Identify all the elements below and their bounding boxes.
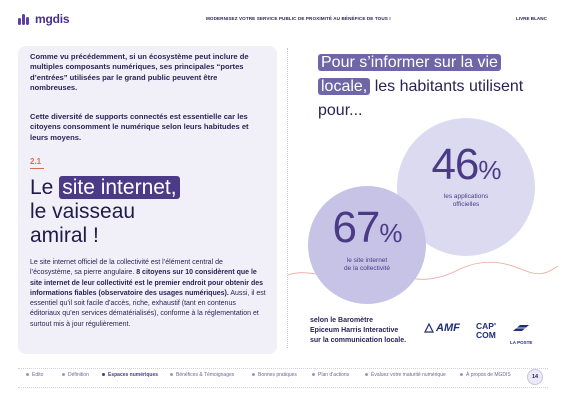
column-divider xyxy=(287,48,289,348)
heading-highlight: site internet, xyxy=(59,176,180,199)
right-heading-line-3: pour... xyxy=(318,102,363,119)
stat-46-number: 46 xyxy=(431,140,479,189)
stat-67-number: 67 xyxy=(332,203,380,252)
nav-item-label: Edito xyxy=(32,372,44,378)
stat-67-value: 67% xyxy=(308,203,426,253)
logo-bars-icon xyxy=(18,13,32,25)
nav-item-label: Évaluez votre maturité numérique xyxy=(371,372,446,378)
stat-46-label: les applications officielles xyxy=(397,193,535,209)
amf-logo-text: AMF xyxy=(436,322,460,334)
nav-item-definition[interactable]: Définition xyxy=(62,372,89,378)
stat-46-unit: % xyxy=(478,155,501,185)
right-heading-rest: les habitants utilisent xyxy=(370,78,524,95)
left-content-card xyxy=(18,46,277,354)
capcom-line-1: CAP' xyxy=(476,321,496,331)
nav-dot-icon xyxy=(170,373,173,377)
nav-dot-icon xyxy=(252,373,255,377)
nav-dot-icon xyxy=(102,373,105,377)
nav-item-espaces-numeriques[interactable]: Espaces numériques xyxy=(102,372,158,378)
bottom-navigation xyxy=(18,368,548,388)
nav-item-label: Bénéfices & Témoignages xyxy=(176,372,235,378)
source-line-3: sur la communication locale. xyxy=(310,337,407,344)
heading-line-2: le vaisseau xyxy=(30,200,136,223)
nav-dot-icon xyxy=(365,373,368,377)
nav-item-bonnes-pratiques[interactable]: Bonnes pratiques xyxy=(252,372,297,378)
intro-paragraph-1: Comme vu précédemment, si un écosystème … xyxy=(30,52,249,93)
nav-dot-icon xyxy=(26,373,29,377)
capcom-line-2: COM xyxy=(476,330,496,340)
stat-67-label-line-2: de la collectivité xyxy=(344,265,390,272)
laposte-logo: LA POSTE xyxy=(510,321,532,345)
right-heading-line-1: Pour s’informer sur la vie xyxy=(318,52,501,74)
body-part-2-bold: 8 citoyens sur 10 considèrent que le sit… xyxy=(30,269,264,297)
right-heading-highlight-2: locale, xyxy=(318,78,371,95)
stat-circle-67 xyxy=(308,186,426,304)
laposte-bird-icon xyxy=(513,325,530,331)
source-line-1: selon le Baromètre xyxy=(310,317,374,324)
document-type: LIVRE BLANC xyxy=(516,16,547,21)
nav-item-label: À propos de MGDIS xyxy=(466,372,511,378)
nav-item-label: Bonnes pratiques xyxy=(258,372,297,378)
stat-46-label-line-2: officielles xyxy=(452,201,480,208)
section-number: 2.1 xyxy=(30,157,42,166)
nav-item-maturite[interactable]: Évaluez votre maturité numérique xyxy=(365,372,446,378)
section-rule xyxy=(30,168,44,169)
stat-46-value: 46% xyxy=(397,140,535,190)
page-number: 14 xyxy=(527,369,543,385)
body-part-1: Le site internet officiel de la collecti… xyxy=(30,259,223,277)
document-title: MODERNISEZ VOTRE SERVICE PUBLIC DE PROXI… xyxy=(206,16,391,21)
laposte-logo-text: LA POSTE xyxy=(510,340,533,345)
source-line-2: Epiceum Harris Interactive xyxy=(310,327,399,334)
right-heading-highlight-1: Pour s’informer sur la vie xyxy=(318,54,501,71)
source-citation: selon le Baromètre Epiceum Harris Intera… xyxy=(310,316,406,346)
right-heading-line-2: locale, les habitants utilisent xyxy=(318,76,523,98)
capcom-logo: CAP' COM xyxy=(476,322,496,340)
intro-paragraph-2: Cette diversité de supports connectés es… xyxy=(30,112,249,142)
stat-46-label-line-1: les applications xyxy=(443,193,489,200)
nav-item-a-propos[interactable]: À propos de MGDIS xyxy=(460,372,511,378)
nav-item-label: Plan d’actions xyxy=(318,372,350,378)
nav-item-edito[interactable]: Edito xyxy=(26,372,43,378)
stat-67-label: le site internet de la collectivité xyxy=(308,257,426,273)
nav-item-label: Définition xyxy=(68,372,89,378)
nav-dot-icon xyxy=(312,373,315,377)
heading-prefix: Le xyxy=(30,176,60,199)
stat-67-unit: % xyxy=(379,218,402,248)
heading-line-1: Le site internet, xyxy=(30,176,180,200)
logo-text: mgdis xyxy=(35,12,70,26)
heading-line-3: amiral ! xyxy=(30,224,99,247)
nav-item-label: Espaces numériques xyxy=(108,372,159,378)
nav-item-plan-actions[interactable]: Plan d’actions xyxy=(312,372,349,378)
amf-logo: AMF xyxy=(424,322,460,334)
stat-67-label-line-1: le site internet xyxy=(346,257,388,264)
nav-dot-icon xyxy=(460,373,463,377)
body-part-3: Aussi, il est essentiel qu’il soit facil… xyxy=(30,289,266,328)
amf-hat-icon xyxy=(424,322,434,333)
mgdis-logo[interactable]: mgdis xyxy=(18,12,70,26)
nav-dot-icon xyxy=(62,373,65,377)
nav-item-benefices[interactable]: Bénéfices & Témoignages xyxy=(170,372,234,378)
body-paragraph: Le site internet officiel de la collecti… xyxy=(30,258,266,330)
